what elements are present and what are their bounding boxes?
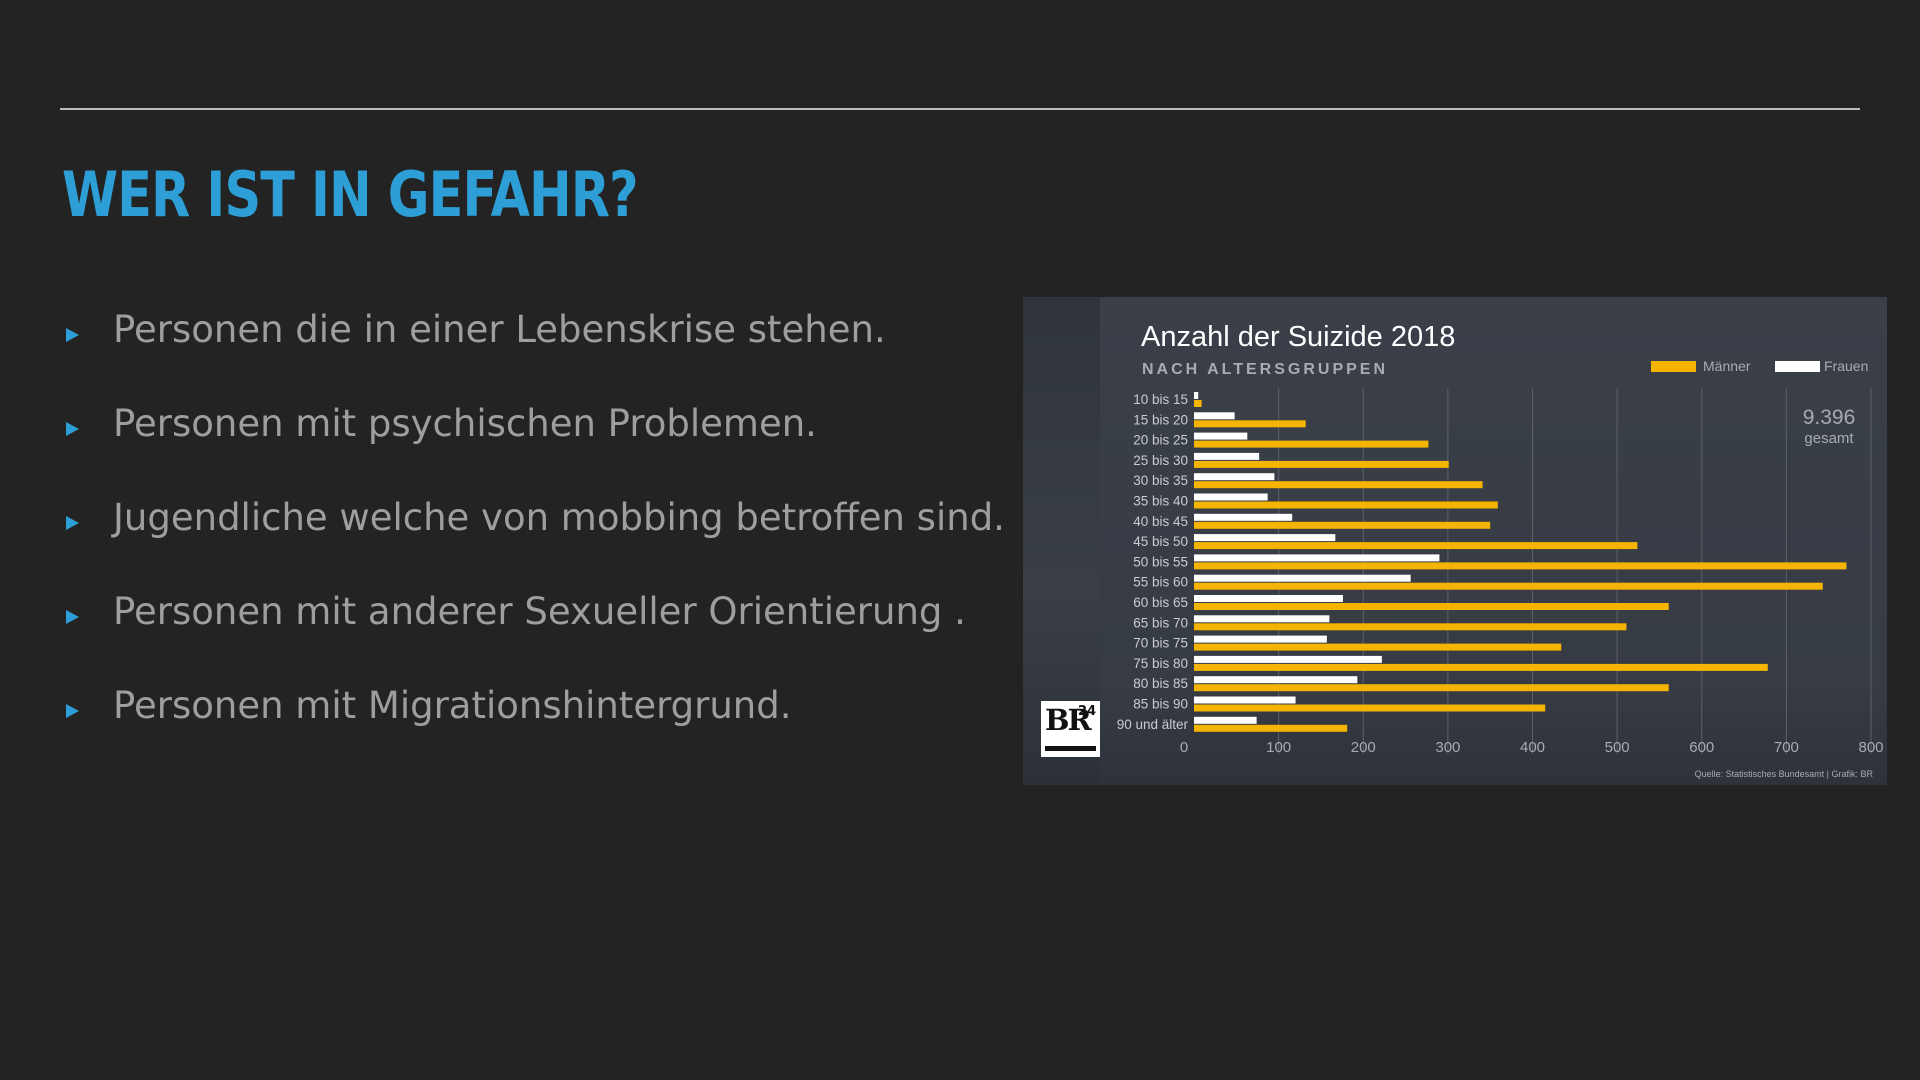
bullet-item: Personen mit anderer Sexueller Orientier… bbox=[66, 590, 1005, 684]
bar-frauen bbox=[1194, 635, 1327, 643]
legend-label-maenner: Männer bbox=[1703, 358, 1751, 374]
category-label: 75 bis 80 bbox=[1133, 656, 1188, 671]
bar-frauen bbox=[1194, 696, 1296, 704]
br24-logo: BR 24 bbox=[1041, 701, 1100, 757]
bar-frauen bbox=[1194, 615, 1330, 623]
bullet-text: Personen mit psychischen Problemen. bbox=[113, 402, 817, 445]
logo-bar bbox=[1045, 746, 1096, 751]
suicide-bar-chart: Anzahl der Suizide 2018 NACH ALTERSGRUPP… bbox=[1117, 321, 1884, 779]
x-tick-label: 0 bbox=[1180, 739, 1188, 756]
bullet-item: Personen die in einer Lebenskrise stehen… bbox=[66, 308, 1005, 402]
bullet-text: Jugendliche welche von mobbing betroffen… bbox=[113, 496, 1005, 539]
legend-swatch-maenner bbox=[1651, 361, 1696, 372]
x-tick-label: 400 bbox=[1520, 739, 1545, 756]
x-tick-label: 700 bbox=[1774, 739, 1799, 756]
bar-maenner bbox=[1194, 623, 1627, 631]
logo-text: BR bbox=[1045, 703, 1092, 737]
bar-maenner bbox=[1194, 582, 1823, 590]
x-tick-label: 600 bbox=[1689, 739, 1714, 756]
category-label: 45 bis 50 bbox=[1133, 534, 1188, 549]
bar-maenner bbox=[1194, 663, 1768, 671]
bar-maenner bbox=[1194, 603, 1669, 610]
bullet-list: Personen die in einer Lebenskrise stehen… bbox=[66, 308, 1005, 778]
category-label: 10 bis 15 bbox=[1133, 392, 1188, 407]
bar-maenner bbox=[1194, 542, 1638, 550]
bar-frauen bbox=[1194, 574, 1411, 582]
x-tick-label: 800 bbox=[1858, 739, 1883, 756]
category-label: 90 und älter bbox=[1117, 717, 1189, 732]
x-tick-label: 100 bbox=[1266, 739, 1291, 756]
legend-label-frauen: Frauen bbox=[1824, 358, 1868, 374]
x-tick-label: 200 bbox=[1351, 739, 1376, 756]
bar-frauen bbox=[1194, 554, 1440, 562]
bar-frauen bbox=[1194, 534, 1336, 542]
top-divider bbox=[60, 108, 1860, 110]
triangle-bullet-icon bbox=[66, 422, 79, 436]
bar-frauen bbox=[1194, 432, 1248, 440]
bullet-text: Personen mit Migrationshintergrund. bbox=[113, 684, 792, 727]
x-tick-label: 500 bbox=[1605, 739, 1630, 756]
bullet-text: Personen mit anderer Sexueller Orientier… bbox=[113, 590, 966, 633]
bar-frauen bbox=[1194, 452, 1260, 460]
chart-title: Anzahl der Suizide 2018 bbox=[1141, 321, 1455, 353]
bar-maenner bbox=[1194, 501, 1498, 509]
chart-subtitle: NACH ALTERSGRUPPEN bbox=[1142, 361, 1388, 378]
bar-maenner bbox=[1194, 460, 1449, 468]
total-label: gesamt bbox=[1804, 430, 1854, 447]
category-label: 65 bis 70 bbox=[1133, 615, 1188, 630]
bar-maenner bbox=[1194, 724, 1348, 732]
bar-frauen bbox=[1194, 392, 1199, 399]
chart-image: Anzahl der Suizide 2018 NACH ALTERSGRUPP… bbox=[1023, 297, 1887, 785]
bar-frauen bbox=[1194, 493, 1268, 501]
triangle-bullet-icon bbox=[66, 704, 79, 718]
category-label: 25 bis 30 bbox=[1133, 453, 1188, 468]
bar-frauen bbox=[1194, 655, 1382, 663]
slide-title: WER IST IN GEFAHR? bbox=[62, 158, 639, 231]
triangle-bullet-icon bbox=[66, 328, 79, 342]
category-label: 70 bis 75 bbox=[1133, 636, 1188, 651]
bar-maenner bbox=[1194, 704, 1546, 712]
bar-maenner bbox=[1194, 521, 1491, 529]
legend-swatch-frauen bbox=[1775, 361, 1820, 372]
bar-maenner bbox=[1194, 684, 1669, 692]
category-label: 15 bis 20 bbox=[1133, 412, 1188, 427]
bar-frauen bbox=[1194, 676, 1358, 684]
bullet-text: Personen die in einer Lebenskrise stehen… bbox=[113, 308, 886, 351]
bar-maenner bbox=[1194, 481, 1483, 489]
chart-source: Quelle: Statistisches Bundesamt | Grafik… bbox=[1695, 769, 1874, 779]
bar-frauen bbox=[1194, 716, 1257, 724]
bar-maenner bbox=[1194, 400, 1202, 407]
bar-frauen bbox=[1194, 513, 1293, 521]
category-label: 60 bis 65 bbox=[1133, 595, 1188, 610]
bar-frauen bbox=[1194, 473, 1275, 481]
bullet-item: Personen mit Migrationshintergrund. bbox=[66, 684, 1005, 778]
bar-maenner bbox=[1194, 440, 1429, 448]
triangle-bullet-icon bbox=[66, 610, 79, 624]
bar-frauen bbox=[1194, 412, 1235, 420]
chart-legend: Männer Frauen bbox=[1651, 358, 1868, 374]
bullet-item: Jugendliche welche von mobbing betroffen… bbox=[66, 496, 1005, 590]
category-label: 80 bis 85 bbox=[1133, 676, 1188, 691]
bar-maenner bbox=[1194, 643, 1562, 651]
category-label: 50 bis 55 bbox=[1133, 554, 1188, 569]
category-label: 20 bis 25 bbox=[1133, 433, 1188, 448]
x-tick-label: 300 bbox=[1435, 739, 1460, 756]
category-label: 35 bis 40 bbox=[1133, 494, 1188, 509]
triangle-bullet-icon bbox=[66, 516, 79, 530]
category-label: 30 bis 35 bbox=[1133, 473, 1188, 488]
category-label: 55 bis 60 bbox=[1133, 575, 1188, 590]
logo-number: 24 bbox=[1078, 704, 1097, 719]
category-label: 85 bis 90 bbox=[1133, 697, 1188, 712]
category-label: 40 bis 45 bbox=[1133, 514, 1188, 529]
bar-maenner bbox=[1194, 562, 1847, 570]
bar-maenner bbox=[1194, 420, 1306, 428]
total-value: 9.396 bbox=[1803, 406, 1856, 429]
bullet-item: Personen mit psychischen Problemen. bbox=[66, 402, 1005, 496]
bar-frauen bbox=[1194, 595, 1343, 602]
